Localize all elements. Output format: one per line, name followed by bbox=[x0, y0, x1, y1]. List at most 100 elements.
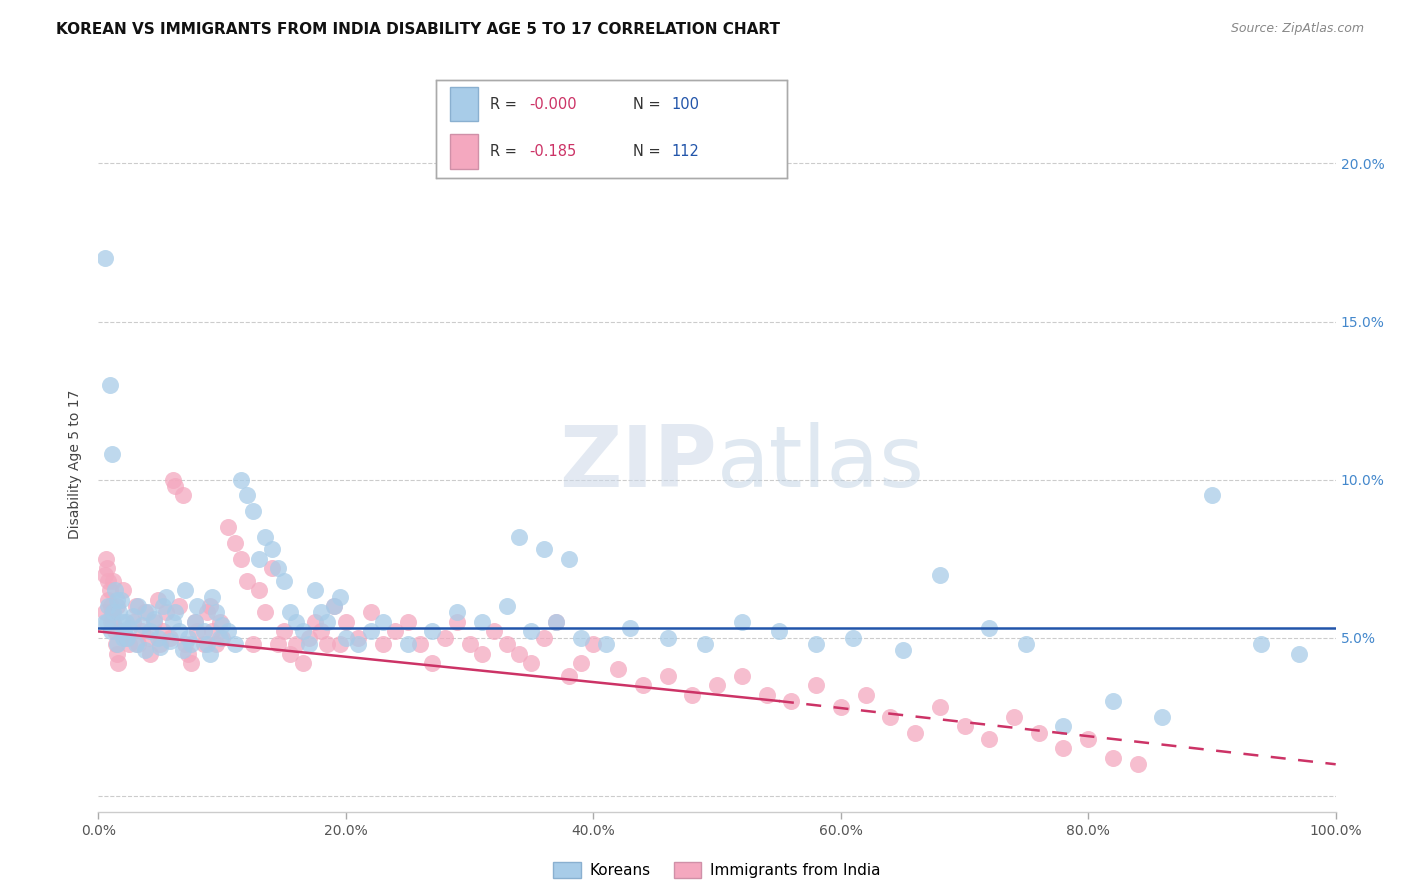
Point bbox=[174, 583, 197, 598]
Point bbox=[569, 631, 592, 645]
Point bbox=[98, 377, 121, 392]
Point bbox=[657, 631, 679, 645]
Point bbox=[134, 606, 156, 620]
Text: Source: ZipAtlas.com: Source: ZipAtlas.com bbox=[1230, 22, 1364, 36]
Point bbox=[152, 624, 174, 639]
Point bbox=[1201, 488, 1223, 502]
Point bbox=[508, 647, 530, 661]
Point bbox=[134, 643, 156, 657]
Point bbox=[224, 637, 246, 651]
Point bbox=[118, 621, 141, 635]
Point bbox=[1102, 751, 1125, 765]
Point bbox=[162, 473, 184, 487]
Point bbox=[208, 631, 231, 645]
Point bbox=[842, 631, 865, 645]
Point bbox=[681, 688, 703, 702]
Point bbox=[152, 599, 174, 614]
Point bbox=[93, 606, 115, 620]
Point bbox=[904, 725, 927, 739]
Point bbox=[278, 606, 301, 620]
Point bbox=[193, 624, 215, 639]
Point bbox=[93, 615, 115, 629]
Point bbox=[172, 643, 194, 657]
Point bbox=[298, 637, 321, 651]
Point bbox=[533, 542, 555, 557]
Point bbox=[260, 561, 283, 575]
Point bbox=[247, 551, 270, 566]
Point bbox=[205, 637, 228, 651]
Point bbox=[224, 536, 246, 550]
Point bbox=[520, 656, 543, 670]
Point bbox=[273, 574, 295, 588]
Point bbox=[569, 656, 592, 670]
Text: R =: R = bbox=[491, 144, 522, 159]
Point bbox=[1052, 741, 1074, 756]
Point bbox=[953, 719, 976, 733]
Point bbox=[316, 637, 339, 651]
Point bbox=[928, 700, 950, 714]
Point bbox=[180, 637, 202, 651]
Point bbox=[322, 599, 344, 614]
Point bbox=[112, 631, 135, 645]
Point bbox=[619, 621, 641, 635]
Point bbox=[731, 669, 754, 683]
Point bbox=[755, 688, 778, 702]
Point bbox=[101, 606, 124, 620]
Point bbox=[122, 615, 145, 629]
Point bbox=[217, 624, 239, 639]
Point bbox=[928, 567, 950, 582]
Point bbox=[155, 606, 177, 620]
Point bbox=[891, 643, 914, 657]
Point bbox=[1028, 725, 1050, 739]
Point bbox=[508, 530, 530, 544]
Point bbox=[115, 631, 138, 645]
Point bbox=[254, 530, 277, 544]
Point bbox=[316, 615, 339, 629]
Point bbox=[768, 624, 790, 639]
Point bbox=[165, 479, 187, 493]
Point bbox=[371, 637, 394, 651]
Point bbox=[198, 599, 221, 614]
Point bbox=[174, 637, 197, 651]
Point bbox=[278, 647, 301, 661]
Point bbox=[855, 688, 877, 702]
Point bbox=[236, 574, 259, 588]
Point bbox=[1015, 637, 1038, 651]
Point bbox=[105, 592, 128, 607]
Point bbox=[267, 561, 290, 575]
Point bbox=[304, 615, 326, 629]
Text: ZIP: ZIP bbox=[560, 422, 717, 506]
Text: N =: N = bbox=[633, 97, 665, 112]
FancyBboxPatch shape bbox=[450, 87, 478, 121]
Point bbox=[347, 631, 370, 645]
Point bbox=[127, 637, 149, 651]
Point bbox=[103, 615, 125, 629]
Point bbox=[446, 606, 468, 620]
Point bbox=[247, 583, 270, 598]
Point bbox=[582, 637, 605, 651]
Point bbox=[201, 624, 224, 639]
Point bbox=[254, 606, 277, 620]
Point bbox=[105, 647, 128, 661]
Point bbox=[93, 567, 115, 582]
Point bbox=[107, 656, 129, 670]
Point bbox=[229, 551, 252, 566]
Point bbox=[136, 606, 159, 620]
Point bbox=[97, 574, 120, 588]
Point bbox=[94, 551, 117, 566]
Point bbox=[495, 637, 517, 651]
Point bbox=[433, 631, 456, 645]
Point bbox=[242, 504, 264, 518]
Point bbox=[557, 551, 579, 566]
Point bbox=[384, 624, 406, 639]
Point bbox=[127, 599, 149, 614]
Point bbox=[118, 637, 141, 651]
Point bbox=[396, 637, 419, 651]
Point bbox=[422, 656, 444, 670]
Point bbox=[267, 637, 290, 651]
Point bbox=[371, 615, 394, 629]
Point bbox=[495, 599, 517, 614]
Point bbox=[309, 606, 332, 620]
Point bbox=[112, 583, 135, 598]
Point bbox=[211, 618, 233, 632]
